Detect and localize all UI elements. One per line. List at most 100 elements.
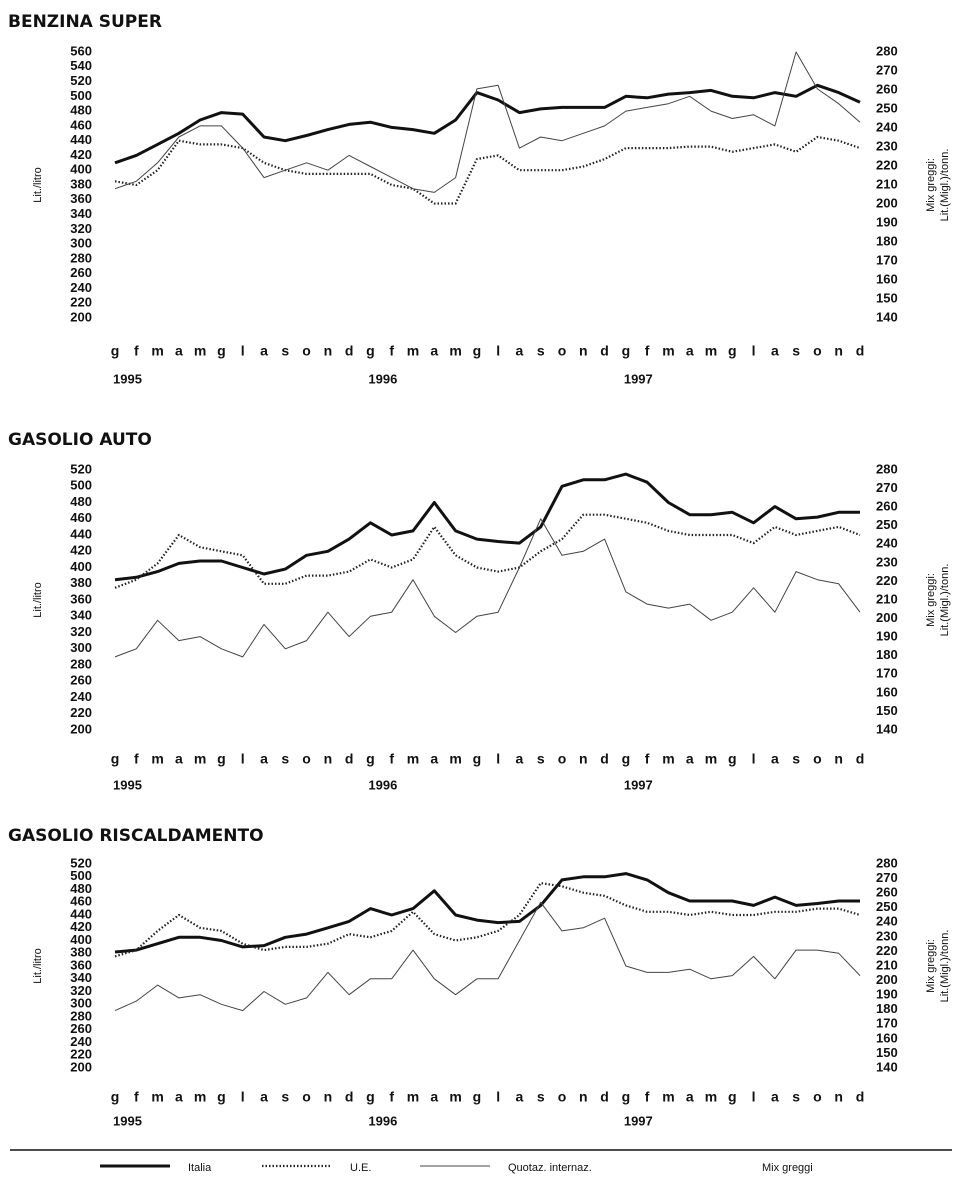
- chart-title: GASOLIO RISCALDAMENTO: [8, 826, 264, 846]
- y-axis-label: Lit./litro: [32, 582, 44, 617]
- year-label: 1996: [368, 371, 397, 386]
- x-tick-label: m: [194, 343, 206, 359]
- x-tick-label: f: [645, 343, 650, 359]
- x-tick-label: m: [407, 343, 419, 359]
- y2-tick-label: 160: [876, 271, 898, 286]
- y-tick-label: 380: [70, 945, 92, 960]
- x-tick-label: s: [792, 343, 800, 359]
- x-tick-label: f: [134, 1089, 139, 1105]
- y-tick-label: 360: [70, 191, 92, 206]
- legend-label: U.E.: [350, 1162, 371, 1174]
- y-tick-label: 520: [70, 461, 92, 476]
- y2-tick-label: 240: [876, 536, 898, 551]
- x-tick-label: f: [645, 1089, 650, 1105]
- x-tick-label: g: [111, 1089, 120, 1105]
- x-tick-label: a: [175, 343, 183, 359]
- year-label: 1996: [368, 777, 397, 792]
- x-tick-label: f: [389, 751, 394, 767]
- y-tick-label: 560: [70, 43, 92, 58]
- x-tick-label: l: [241, 1089, 245, 1105]
- x-tick-label: d: [345, 1089, 354, 1105]
- x-tick-label: m: [151, 1089, 163, 1105]
- series-line: [114, 901, 861, 1012]
- y2-tick-label: 250: [876, 100, 898, 115]
- y-tick-label: 400: [70, 932, 92, 947]
- y-axis-label: Lit./litro: [32, 167, 44, 202]
- y-tick-label: 520: [70, 855, 92, 870]
- x-tick-label: m: [662, 343, 674, 359]
- x-tick-label: l: [752, 343, 756, 359]
- y2-tick-label: 270: [876, 870, 898, 885]
- y-tick-label: 460: [70, 894, 92, 909]
- y2-tick-label: 170: [876, 1016, 898, 1031]
- x-tick-label: a: [260, 343, 268, 359]
- x-tick-label: l: [241, 751, 245, 767]
- x-tick-label: g: [622, 751, 631, 767]
- x-tick-label: l: [241, 343, 245, 359]
- x-tick-label: m: [705, 751, 717, 767]
- y-tick-label: 500: [70, 868, 92, 883]
- series-line: [114, 135, 861, 205]
- y2-tick-label: 270: [876, 480, 898, 495]
- y2-tick-label: 250: [876, 899, 898, 914]
- x-tick-label: d: [600, 1089, 609, 1105]
- y-tick-label: 540: [70, 58, 92, 73]
- y2-axis-label: Lit.(Migl.)/tonn.: [939, 149, 951, 222]
- x-tick-label: n: [834, 1089, 843, 1105]
- year-label: 1995: [113, 371, 142, 386]
- x-tick-label: o: [813, 1089, 822, 1105]
- y2-tick-label: 280: [876, 855, 898, 870]
- x-tick-label: g: [728, 343, 737, 359]
- x-tick-label: a: [771, 343, 779, 359]
- x-tick-label: a: [175, 1089, 183, 1105]
- x-tick-label: n: [834, 751, 843, 767]
- y2-tick-label: 220: [876, 573, 898, 588]
- x-tick-label: a: [175, 751, 183, 767]
- series-line: [114, 513, 861, 589]
- y-tick-label: 240: [70, 1034, 92, 1049]
- y2-tick-label: 150: [876, 290, 898, 305]
- y2-tick-label: 140: [876, 309, 898, 324]
- y-tick-label: 380: [70, 575, 92, 590]
- x-tick-label: m: [449, 751, 461, 767]
- series-line: [114, 83, 861, 165]
- y2-tick-label: 260: [876, 81, 898, 96]
- x-tick-label: g: [473, 1089, 482, 1105]
- y2-tick-label: 190: [876, 987, 898, 1002]
- y-tick-label: 520: [70, 73, 92, 88]
- y2-axis-label: Mix greggi:: [925, 158, 937, 212]
- x-tick-label: g: [473, 343, 482, 359]
- x-tick-label: a: [771, 751, 779, 767]
- x-tick-label: o: [302, 1089, 311, 1105]
- y2-tick-label: 280: [876, 43, 898, 58]
- y-tick-label: 320: [70, 624, 92, 639]
- x-tick-label: l: [752, 1089, 756, 1105]
- year-label: 1997: [624, 777, 653, 792]
- y2-axis-label: Lit.(Migl.)/tonn.: [939, 930, 951, 1003]
- y2-tick-label: 230: [876, 928, 898, 943]
- series-line: [114, 872, 860, 954]
- x-tick-label: n: [579, 751, 588, 767]
- y-tick-label: 240: [70, 689, 92, 704]
- year-label: 1996: [368, 1113, 397, 1128]
- y2-tick-label: 170: [876, 252, 898, 267]
- x-tick-label: o: [558, 1089, 567, 1105]
- y-tick-label: 280: [70, 656, 92, 671]
- y-tick-label: 260: [70, 673, 92, 688]
- y2-tick-label: 180: [876, 1001, 898, 1016]
- legend-label: Mix greggi: [762, 1162, 813, 1174]
- x-tick-label: g: [111, 343, 120, 359]
- x-tick-label: n: [324, 1089, 333, 1105]
- chart-title: BENZINA SUPER: [8, 12, 162, 32]
- x-tick-label: g: [111, 751, 120, 767]
- y-tick-label: 300: [70, 996, 92, 1011]
- x-tick-label: m: [407, 751, 419, 767]
- year-label: 1995: [113, 1113, 142, 1128]
- y2-tick-label: 260: [876, 885, 898, 900]
- x-tick-label: s: [537, 343, 545, 359]
- x-tick-label: n: [324, 343, 333, 359]
- x-tick-label: n: [579, 1089, 588, 1105]
- x-tick-label: s: [792, 751, 800, 767]
- x-tick-label: a: [430, 751, 438, 767]
- y-tick-label: 460: [70, 510, 92, 525]
